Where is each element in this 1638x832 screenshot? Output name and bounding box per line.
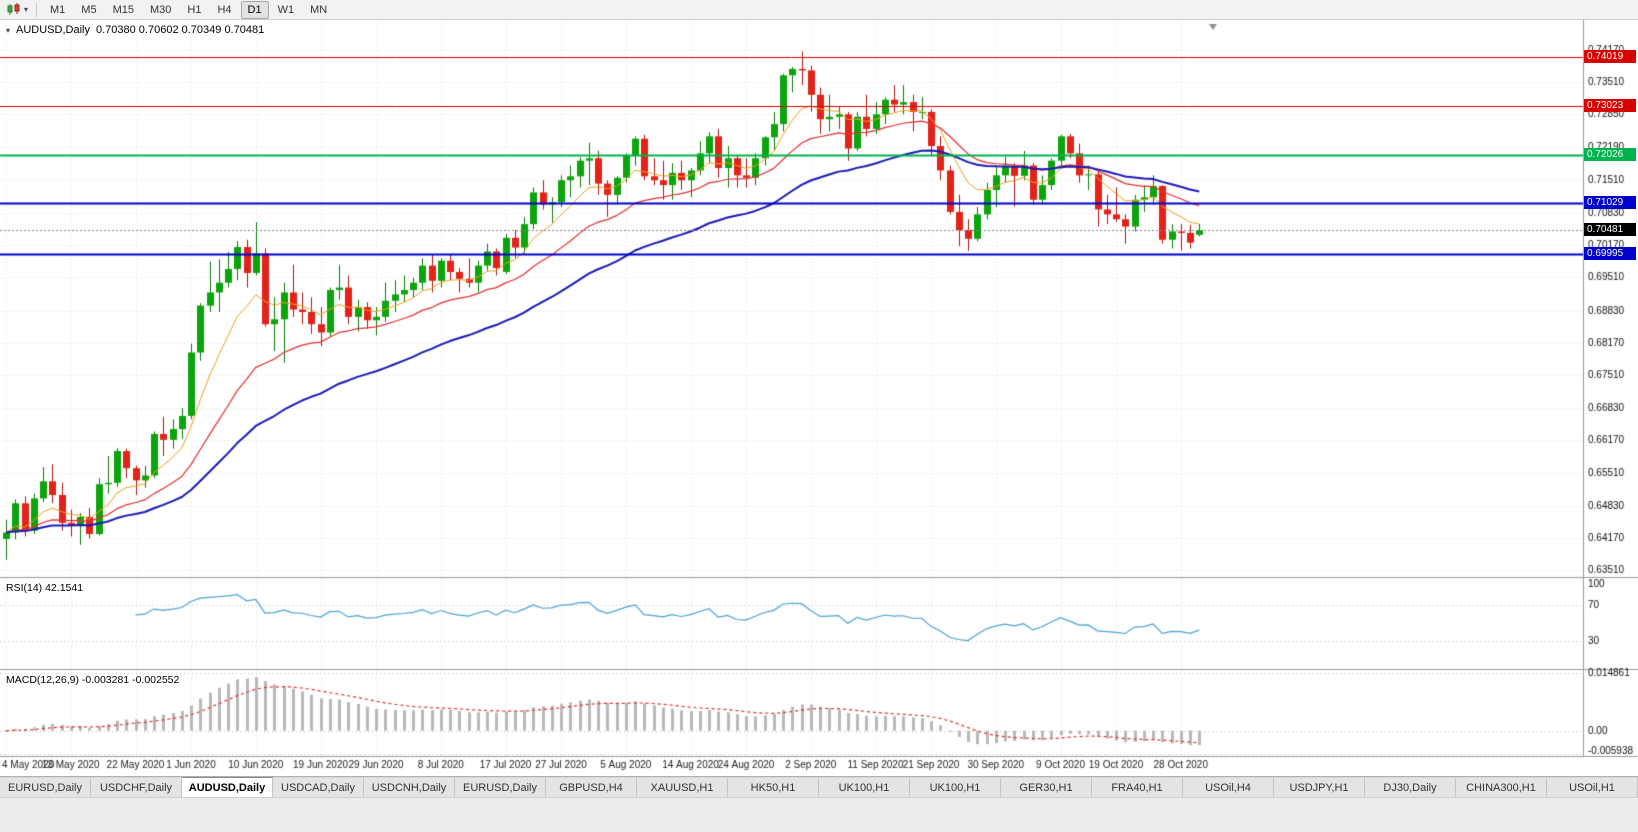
chart-tab-eurusd-daily[interactable]: EURUSD,Daily xyxy=(0,777,91,797)
chart-tab-hk50-h1[interactable]: HK50,H1 xyxy=(728,777,819,797)
chart-ohlc-values: 0.70380 0.70602 0.70349 0.70481 xyxy=(95,24,265,36)
chart-symbol-label: AUDUSD,Daily xyxy=(16,24,90,36)
timeframe-button-h1[interactable]: H1 xyxy=(187,3,202,16)
macd-indicator-label: MACD(12,26,9) -0.003281 -0.002552 xyxy=(6,674,180,686)
chart-tab-fra40-h1[interactable]: FRA40,H1 xyxy=(1092,777,1183,797)
chart-tab-ger30-h1[interactable]: GER30,H1 xyxy=(1001,777,1092,797)
timeframe-button-mn[interactable]: MN xyxy=(310,3,328,16)
chart-title: ▾ AUDUSD,Daily 0.70380 0.70602 0.70349 0… xyxy=(6,24,264,36)
timeframe-buttons: M1 M5 M15 M30 H1 H4 D1 W1 MN xyxy=(42,0,335,19)
chart-tab-usdcad-daily[interactable]: USDCAD,Daily xyxy=(273,777,364,797)
chart-tab-xauusd-h1[interactable]: XAUUSD,H1 xyxy=(637,777,728,797)
chart-tab-usoil-h4[interactable]: USOil,H4 xyxy=(1183,777,1274,797)
current-price-tag: 0.70481 xyxy=(1584,222,1636,236)
candlestick-chart-icon xyxy=(7,3,20,15)
chart-tab-usdcnh-daily[interactable]: USDCNH,Daily xyxy=(364,777,455,797)
dropdown-caret-icon: ▾ xyxy=(24,5,29,14)
chart-tab-usdjpy-h1[interactable]: USDJPY,H1 xyxy=(1274,777,1365,797)
timeframe-button-m1[interactable]: M1 xyxy=(50,3,66,16)
chart-tab-china300-h1[interactable]: CHINA300,H1 xyxy=(1456,777,1547,797)
timeframe-button-w1[interactable]: W1 xyxy=(277,3,295,16)
chart-tab-dj30-daily[interactable]: DJ30,Daily xyxy=(1365,777,1456,797)
chart-tab-uk100-h1[interactable]: UK100,H1 xyxy=(910,777,1001,797)
toolbar: ▾ M1 M5 M15 M30 H1 H4 D1 W1 MN xyxy=(0,0,1638,20)
chart-tab-usdchf-daily[interactable]: USDCHF,Daily xyxy=(91,777,182,797)
timeframe-button-m15[interactable]: M15 xyxy=(112,3,134,16)
collapse-arrow-icon[interactable]: ▾ xyxy=(6,25,11,35)
chart-tabs-bar: EURUSD,Daily USDCHF,Daily AUDUSD,Daily USDC… xyxy=(0,776,1638,797)
chart-type-button[interactable]: ▾ xyxy=(4,3,31,16)
timeframe-button-h4[interactable]: H4 xyxy=(217,3,232,16)
chart-tab-usoil-h1[interactable]: USOil,H1 xyxy=(1547,777,1638,797)
timeframe-button-m5[interactable]: M5 xyxy=(81,3,97,16)
chart-tab-gbpusd-h4[interactable]: GBPUSD,H4 xyxy=(546,777,637,797)
chart-tab-eurusd-daily[interactable]: EURUSD,Daily xyxy=(455,777,546,797)
price-level-tag: 0.74019 xyxy=(1584,50,1636,64)
price-level-tag: 0.71029 xyxy=(1584,196,1636,210)
status-bar xyxy=(0,797,1638,832)
chart-tab-audusd-daily[interactable]: AUDUSD,Daily xyxy=(182,777,273,797)
price-level-tag: 0.72026 xyxy=(1584,147,1636,161)
timeframe-button-m30[interactable]: M30 xyxy=(149,3,172,16)
chart-window: ▾ AUDUSD,Daily 0.70380 0.70602 0.70349 0… xyxy=(0,20,1638,776)
toolbar-separator xyxy=(36,2,38,17)
chart-canvas[interactable] xyxy=(0,20,1638,776)
rsi-indicator-label: RSI(14) 42.1541 xyxy=(6,582,84,594)
chart-tab-uk100-h1[interactable]: UK100,H1 xyxy=(819,777,910,797)
price-level-tag: 0.73023 xyxy=(1584,98,1636,112)
price-level-tag: 0.69995 xyxy=(1584,246,1636,260)
timeframe-button-d1[interactable]: D1 xyxy=(240,0,269,19)
